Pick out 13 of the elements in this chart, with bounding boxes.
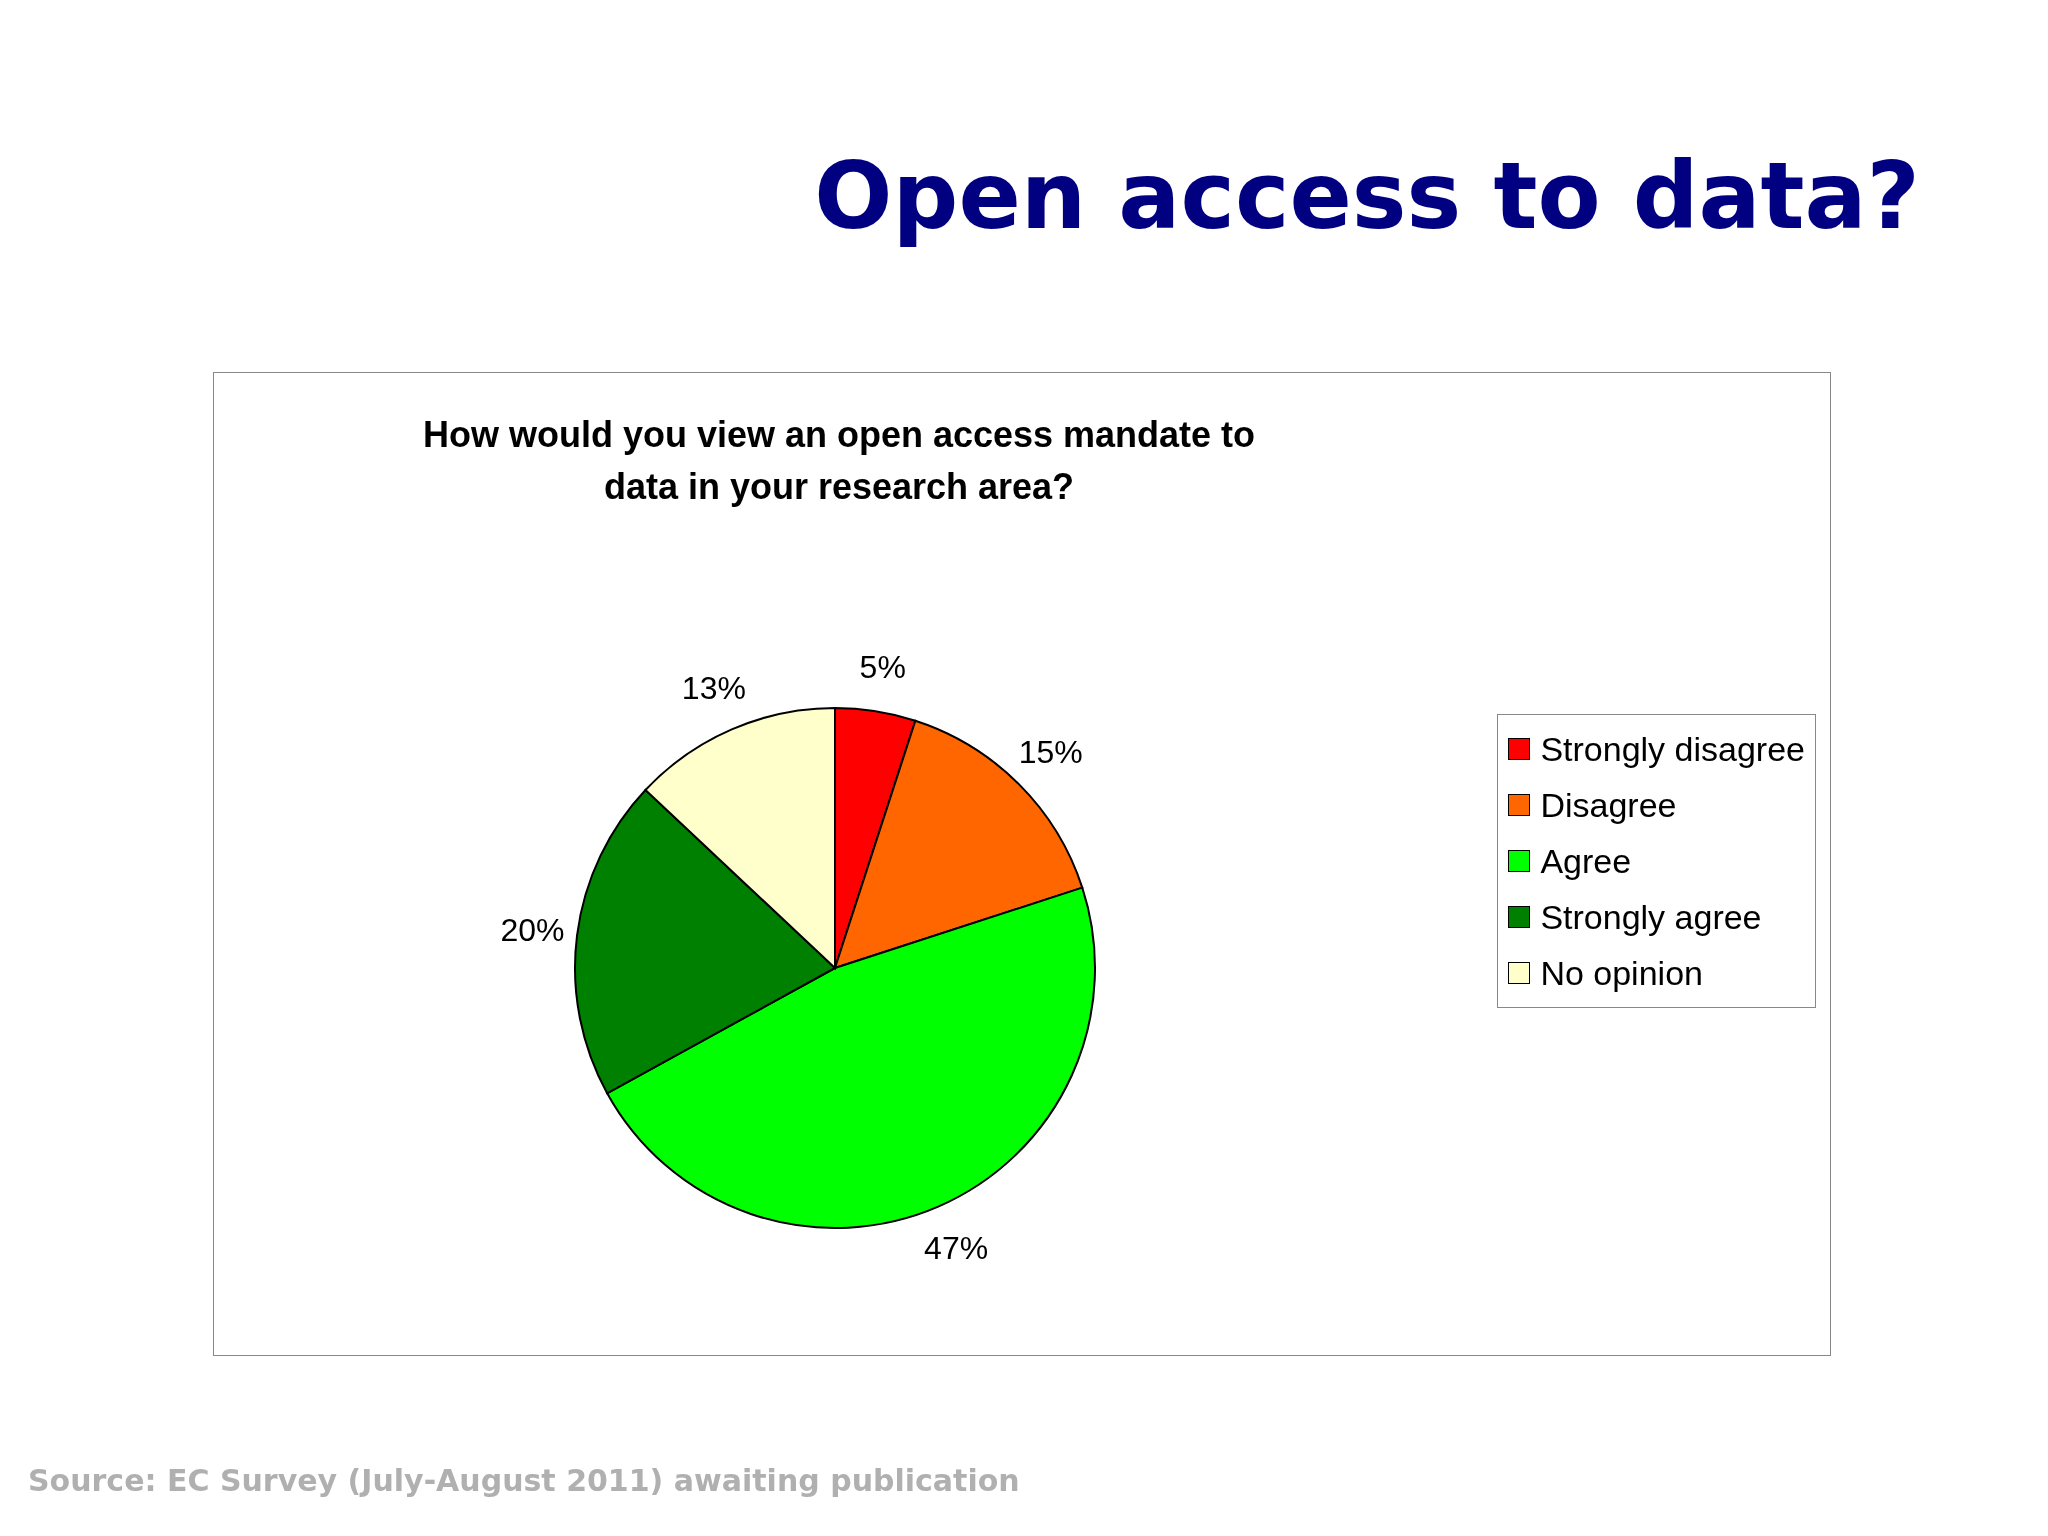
legend-label: Disagree <box>1540 785 1677 826</box>
data-label: 47% <box>924 1229 989 1266</box>
legend-label: Agree <box>1540 841 1632 882</box>
data-label: 20% <box>500 911 565 948</box>
data-label: 5% <box>859 648 906 685</box>
data-label: 13% <box>681 670 746 707</box>
legend-label: No opinion <box>1540 953 1703 994</box>
chart-subtitle: How would you view an open access mandate to data in your research area? <box>421 413 1257 509</box>
legend-label: Strongly disagree <box>1540 729 1805 770</box>
data-label: 15% <box>1018 734 1083 771</box>
legend-label: Strongly agree <box>1540 897 1762 938</box>
chart-title: Open access to data? <box>814 143 1920 250</box>
source-note: Source: EC Survey (July-August 2011) awaiting publication <box>28 1463 1020 1498</box>
